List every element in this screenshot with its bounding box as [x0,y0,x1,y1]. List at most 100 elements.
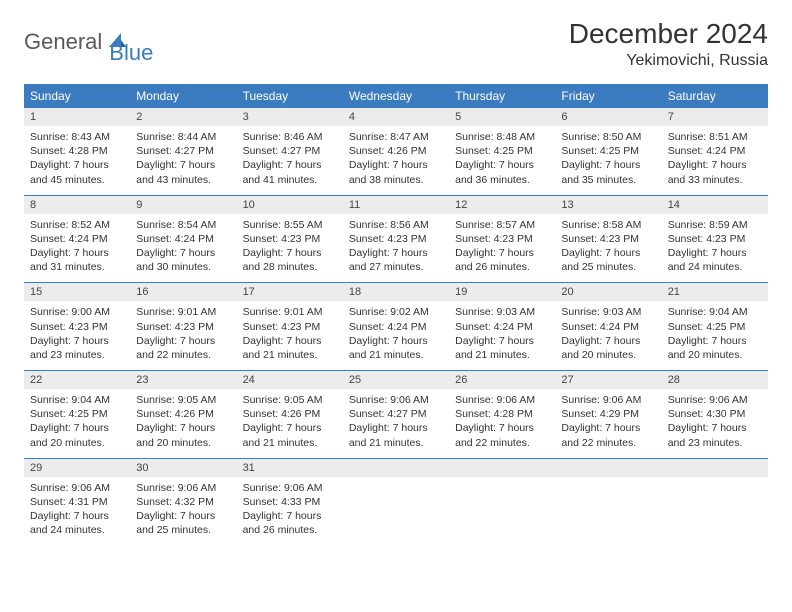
daylight-text: Daylight: 7 hours and 41 minutes. [243,158,337,186]
sunrise-text: Sunrise: 8:47 AM [349,130,443,144]
daylight-text: Daylight: 7 hours and 28 minutes. [243,246,337,274]
day-content-cell: Sunrise: 8:59 AMSunset: 4:23 PMDaylight:… [662,214,768,283]
day-content-cell [449,477,555,546]
day-content-cell: Sunrise: 8:46 AMSunset: 4:27 PMDaylight:… [237,126,343,195]
day-number-cell: 16 [130,283,236,302]
day-content-cell: Sunrise: 9:06 AMSunset: 4:29 PMDaylight:… [555,389,661,458]
day-content-cell: Sunrise: 9:06 AMSunset: 4:33 PMDaylight:… [237,477,343,546]
sunrise-text: Sunrise: 8:46 AM [243,130,337,144]
day-content-cell: Sunrise: 8:48 AMSunset: 4:25 PMDaylight:… [449,126,555,195]
sunrise-text: Sunrise: 9:03 AM [561,305,655,319]
day-content-cell: Sunrise: 9:06 AMSunset: 4:30 PMDaylight:… [662,389,768,458]
day-number-cell: 15 [24,283,130,302]
day-content-cell: Sunrise: 8:51 AMSunset: 4:24 PMDaylight:… [662,126,768,195]
sunset-text: Sunset: 4:24 PM [561,320,655,334]
day-content-cell: Sunrise: 9:00 AMSunset: 4:23 PMDaylight:… [24,301,130,370]
daylight-text: Daylight: 7 hours and 24 minutes. [668,246,762,274]
day-number-cell: 3 [237,108,343,126]
day-content-cell: Sunrise: 9:06 AMSunset: 4:28 PMDaylight:… [449,389,555,458]
day-number-cell: 1 [24,108,130,126]
daylight-text: Daylight: 7 hours and 25 minutes. [136,509,230,537]
day-content-cell: Sunrise: 9:04 AMSunset: 4:25 PMDaylight:… [662,301,768,370]
day-header: Thursday [449,84,555,108]
day-content-cell: Sunrise: 9:03 AMSunset: 4:24 PMDaylight:… [449,301,555,370]
sunset-text: Sunset: 4:27 PM [243,144,337,158]
day-number-cell: 18 [343,283,449,302]
sunset-text: Sunset: 4:23 PM [561,232,655,246]
day-header: Sunday [24,84,130,108]
daylight-text: Daylight: 7 hours and 23 minutes. [30,334,124,362]
daylight-text: Daylight: 7 hours and 21 minutes. [455,334,549,362]
day-number-cell: 14 [662,195,768,214]
day-number-cell: 10 [237,195,343,214]
sunrise-text: Sunrise: 9:06 AM [30,481,124,495]
daylight-text: Daylight: 7 hours and 36 minutes. [455,158,549,186]
sunset-text: Sunset: 4:23 PM [349,232,443,246]
day-number-cell: 9 [130,195,236,214]
sunrise-text: Sunrise: 9:01 AM [243,305,337,319]
title-block: December 2024 Yekimovichi, Russia [569,18,768,70]
daylight-text: Daylight: 7 hours and 31 minutes. [30,246,124,274]
calendar-table: SundayMondayTuesdayWednesdayThursdayFrid… [24,84,768,545]
daylight-text: Daylight: 7 hours and 22 minutes. [136,334,230,362]
daylight-text: Daylight: 7 hours and 26 minutes. [243,509,337,537]
sunrise-text: Sunrise: 9:03 AM [455,305,549,319]
daylight-text: Daylight: 7 hours and 26 minutes. [455,246,549,274]
sunrise-text: Sunrise: 8:51 AM [668,130,762,144]
sunset-text: Sunset: 4:28 PM [455,407,549,421]
sunset-text: Sunset: 4:23 PM [136,320,230,334]
sunset-text: Sunset: 4:23 PM [243,232,337,246]
day-content-cell [343,477,449,546]
day-header: Tuesday [237,84,343,108]
sunset-text: Sunset: 4:32 PM [136,495,230,509]
sunset-text: Sunset: 4:26 PM [136,407,230,421]
sunset-text: Sunset: 4:24 PM [30,232,124,246]
logo-text-blue: Blue [109,40,153,66]
day-number-cell: 21 [662,283,768,302]
sunrise-text: Sunrise: 9:06 AM [668,393,762,407]
sunrise-text: Sunrise: 8:48 AM [455,130,549,144]
daylight-text: Daylight: 7 hours and 21 minutes. [243,334,337,362]
sunrise-text: Sunrise: 9:05 AM [243,393,337,407]
sunrise-text: Sunrise: 8:50 AM [561,130,655,144]
sunset-text: Sunset: 4:26 PM [243,407,337,421]
title-location: Yekimovichi, Russia [569,52,768,70]
day-content-cell: Sunrise: 8:47 AMSunset: 4:26 PMDaylight:… [343,126,449,195]
day-number-cell: 2 [130,108,236,126]
daylight-text: Daylight: 7 hours and 24 minutes. [30,509,124,537]
day-number-cell [662,458,768,477]
day-number-cell [555,458,661,477]
sunset-text: Sunset: 4:23 PM [243,320,337,334]
sunrise-text: Sunrise: 8:44 AM [136,130,230,144]
day-number-cell: 8 [24,195,130,214]
day-number-cell: 13 [555,195,661,214]
day-number-cell: 30 [130,458,236,477]
day-number-cell: 4 [343,108,449,126]
day-content-cell [555,477,661,546]
day-content-cell: Sunrise: 8:56 AMSunset: 4:23 PMDaylight:… [343,214,449,283]
sunrise-text: Sunrise: 9:06 AM [561,393,655,407]
day-header: Friday [555,84,661,108]
sunrise-text: Sunrise: 9:01 AM [136,305,230,319]
sunset-text: Sunset: 4:31 PM [30,495,124,509]
sunset-text: Sunset: 4:24 PM [668,144,762,158]
daylight-text: Daylight: 7 hours and 20 minutes. [561,334,655,362]
header: General Blue December 2024 Yekimovichi, … [24,18,768,70]
sunset-text: Sunset: 4:23 PM [455,232,549,246]
sunrise-text: Sunrise: 9:00 AM [30,305,124,319]
day-header: Wednesday [343,84,449,108]
sunset-text: Sunset: 4:29 PM [561,407,655,421]
day-number-cell: 5 [449,108,555,126]
day-content-cell: Sunrise: 8:54 AMSunset: 4:24 PMDaylight:… [130,214,236,283]
day-content-cell: Sunrise: 8:55 AMSunset: 4:23 PMDaylight:… [237,214,343,283]
sunrise-text: Sunrise: 9:06 AM [243,481,337,495]
day-content-cell: Sunrise: 9:04 AMSunset: 4:25 PMDaylight:… [24,389,130,458]
day-content-cell: Sunrise: 9:02 AMSunset: 4:24 PMDaylight:… [343,301,449,370]
sunrise-text: Sunrise: 9:04 AM [30,393,124,407]
day-number-cell: 20 [555,283,661,302]
day-content-cell: Sunrise: 8:43 AMSunset: 4:28 PMDaylight:… [24,126,130,195]
sunset-text: Sunset: 4:25 PM [455,144,549,158]
day-number-cell: 24 [237,371,343,390]
daylight-text: Daylight: 7 hours and 21 minutes. [349,334,443,362]
sunrise-text: Sunrise: 8:58 AM [561,218,655,232]
